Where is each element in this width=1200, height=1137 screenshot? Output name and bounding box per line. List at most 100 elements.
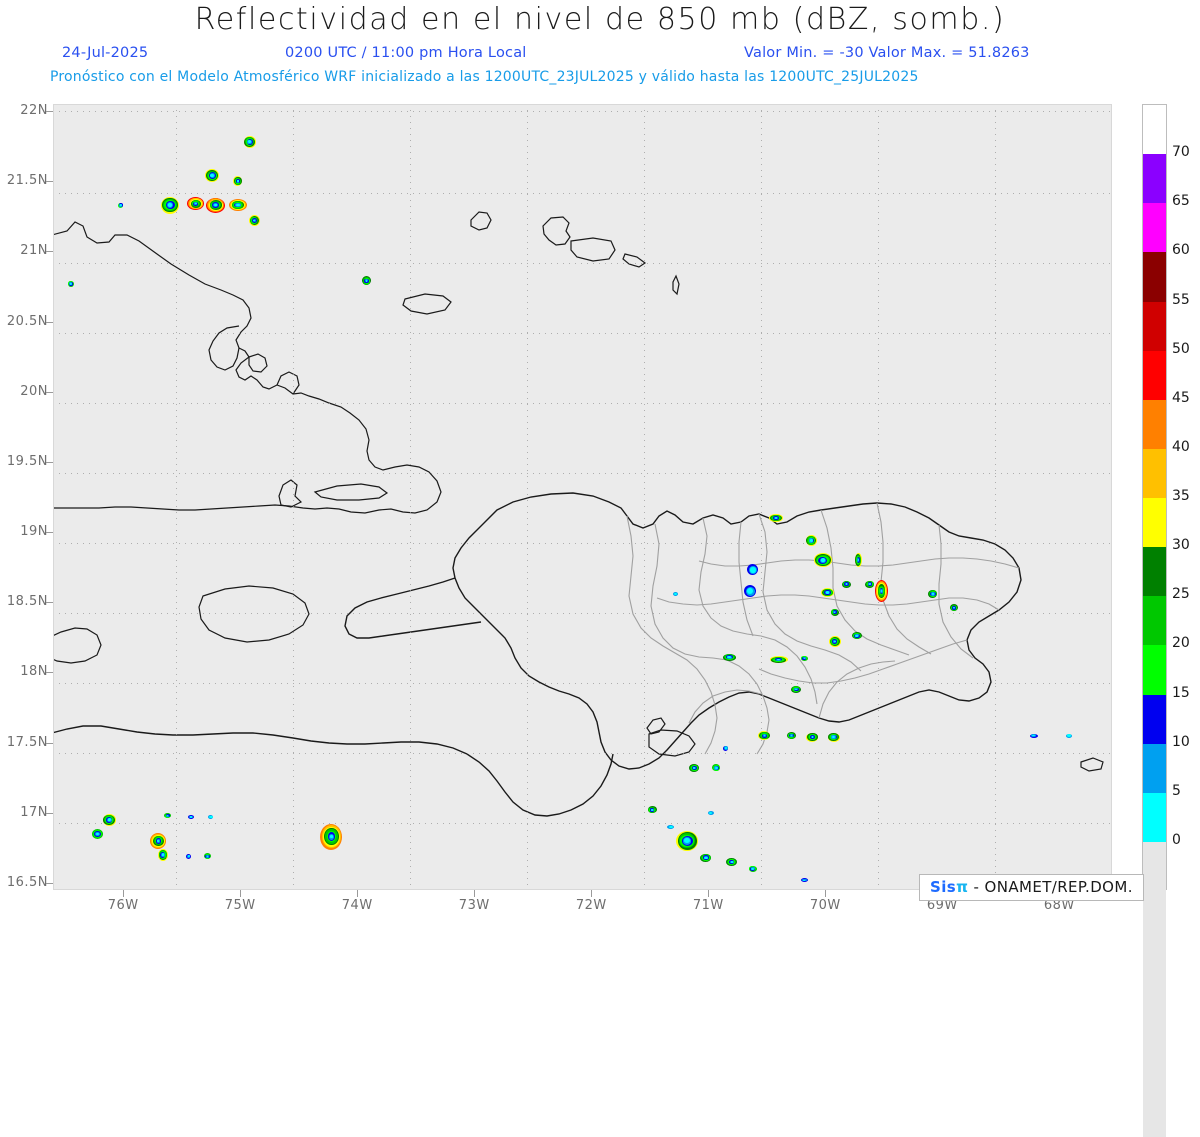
reflectivity-cell <box>245 138 254 146</box>
coastline-mona <box>1080 757 1104 772</box>
reflectivity-cell <box>158 849 168 861</box>
reflectivity-cell <box>803 657 805 659</box>
reflectivity-cell <box>194 203 197 205</box>
reflectivity-cell <box>759 731 770 740</box>
x-axis-tick-label: 73W <box>458 898 490 913</box>
reflectivity-cell <box>69 282 73 286</box>
reflectivity-cell <box>728 656 731 658</box>
radar-map-plot[interactable] <box>53 104 1112 890</box>
reflectivity-cell <box>119 204 122 207</box>
reflectivity-cell <box>152 834 165 848</box>
reflectivity-cell <box>250 216 259 225</box>
reflectivity-cell <box>362 277 371 285</box>
colorbar-band <box>1143 252 1166 302</box>
reflectivity-cell <box>689 763 700 772</box>
y-axis-tick-label: 17.5N <box>6 734 48 750</box>
colorbar-band <box>1143 792 1166 842</box>
reflectivity-cell <box>230 200 246 210</box>
coastline-bahamas-1 <box>470 211 492 231</box>
reflectivity-cell <box>150 832 167 849</box>
reflectivity-cell <box>855 554 862 567</box>
y-axis-tick-mark <box>46 321 53 323</box>
y-axis-tick-label: 18.5N <box>6 594 48 610</box>
y-axis-tick-label: 21N <box>20 243 48 259</box>
reflectivity-cell <box>155 838 161 844</box>
reflectivity-cell <box>951 605 957 611</box>
gridline-horizontal <box>53 333 1112 334</box>
x-axis-tick-mark <box>240 890 242 897</box>
reflectivity-cell <box>206 855 209 857</box>
reflectivity-cell <box>805 535 817 546</box>
reflectivity-cell <box>190 199 201 208</box>
reflectivity-cell <box>209 815 213 819</box>
reflectivity-cell <box>750 867 755 871</box>
reflectivity-cell <box>809 735 815 739</box>
reflectivity-cell <box>950 604 959 612</box>
gridline-vertical <box>995 104 996 890</box>
reflectivity-cell <box>163 198 177 212</box>
reflectivity-cell <box>67 280 74 287</box>
reflectivity-cell <box>674 593 677 595</box>
reflectivity-cell <box>802 656 807 660</box>
colorbar-band <box>1143 645 1166 695</box>
reflectivity-cell <box>206 855 209 858</box>
reflectivity-cell <box>877 584 886 598</box>
reflectivity-cell <box>788 733 795 738</box>
reflectivity-cell <box>162 197 178 213</box>
gridline-horizontal <box>53 543 1112 544</box>
colorbar-band <box>1143 498 1166 548</box>
reflectivity-cell <box>107 818 111 822</box>
reflectivity-cell <box>701 854 711 862</box>
reflectivity-cell <box>876 583 887 599</box>
colorbar[interactable] <box>1142 104 1167 1137</box>
reflectivity-cell <box>203 853 211 860</box>
reflectivity-cell <box>235 203 241 207</box>
colorbar-band <box>1143 203 1166 253</box>
coastline-cuba-bay <box>248 353 268 373</box>
reflectivity-cell <box>680 834 695 848</box>
reflectivity-cell <box>929 590 937 597</box>
reflectivity-cell <box>207 198 224 212</box>
reflectivity-cell <box>667 824 675 829</box>
reflectivity-cell <box>829 636 840 647</box>
reflectivity-cell <box>832 736 835 738</box>
reflectivity-cell <box>151 833 166 848</box>
reflectivity-cell <box>164 813 172 819</box>
reflectivity-cell <box>875 581 888 601</box>
coastline-saona <box>648 729 696 757</box>
reflectivity-cell <box>932 593 934 595</box>
reflectivity-cell <box>712 764 721 772</box>
reflectivity-cell <box>827 732 840 742</box>
reflectivity-cell <box>168 203 172 207</box>
reflectivity-cell <box>774 516 779 520</box>
y-axis-tick-label: 16.5N <box>6 874 48 890</box>
reflectivity-cell <box>809 538 814 543</box>
sis-logo-text: Sis <box>930 878 957 896</box>
x-axis-tick-mark <box>825 890 827 897</box>
colorbar-band <box>1143 154 1166 204</box>
x-axis-tick-mark <box>474 890 476 897</box>
x-axis-tick-label: 75W <box>224 898 256 913</box>
pi-logo-icon: π <box>956 878 969 896</box>
reflectivity-cell <box>867 582 873 586</box>
reflectivity-cell <box>161 852 165 858</box>
reflectivity-cell <box>866 581 874 587</box>
reflectivity-cell <box>816 554 830 566</box>
reflectivity-cell <box>206 169 219 182</box>
reflectivity-cell <box>787 732 796 739</box>
value-range-label: Valor Min. = -30 Valor Max. = 51.8263 <box>744 45 1030 61</box>
reflectivity-cell <box>232 201 244 209</box>
reflectivity-cell <box>750 866 756 871</box>
colorbar-tick-label: 65 <box>1172 193 1190 210</box>
reflectivity-cell <box>93 829 102 838</box>
coastline-hispaniola <box>452 492 1022 770</box>
gridline-horizontal <box>53 193 1112 194</box>
reflectivity-cell <box>723 654 735 660</box>
reflectivity-cell <box>68 281 73 286</box>
reflectivity-cell <box>800 878 808 883</box>
reflectivity-cell <box>773 657 784 662</box>
reflectivity-cell <box>209 200 222 210</box>
reflectivity-cell <box>821 587 835 597</box>
reflectivity-cell <box>235 179 240 184</box>
colorbar-band <box>1143 841 1166 1137</box>
